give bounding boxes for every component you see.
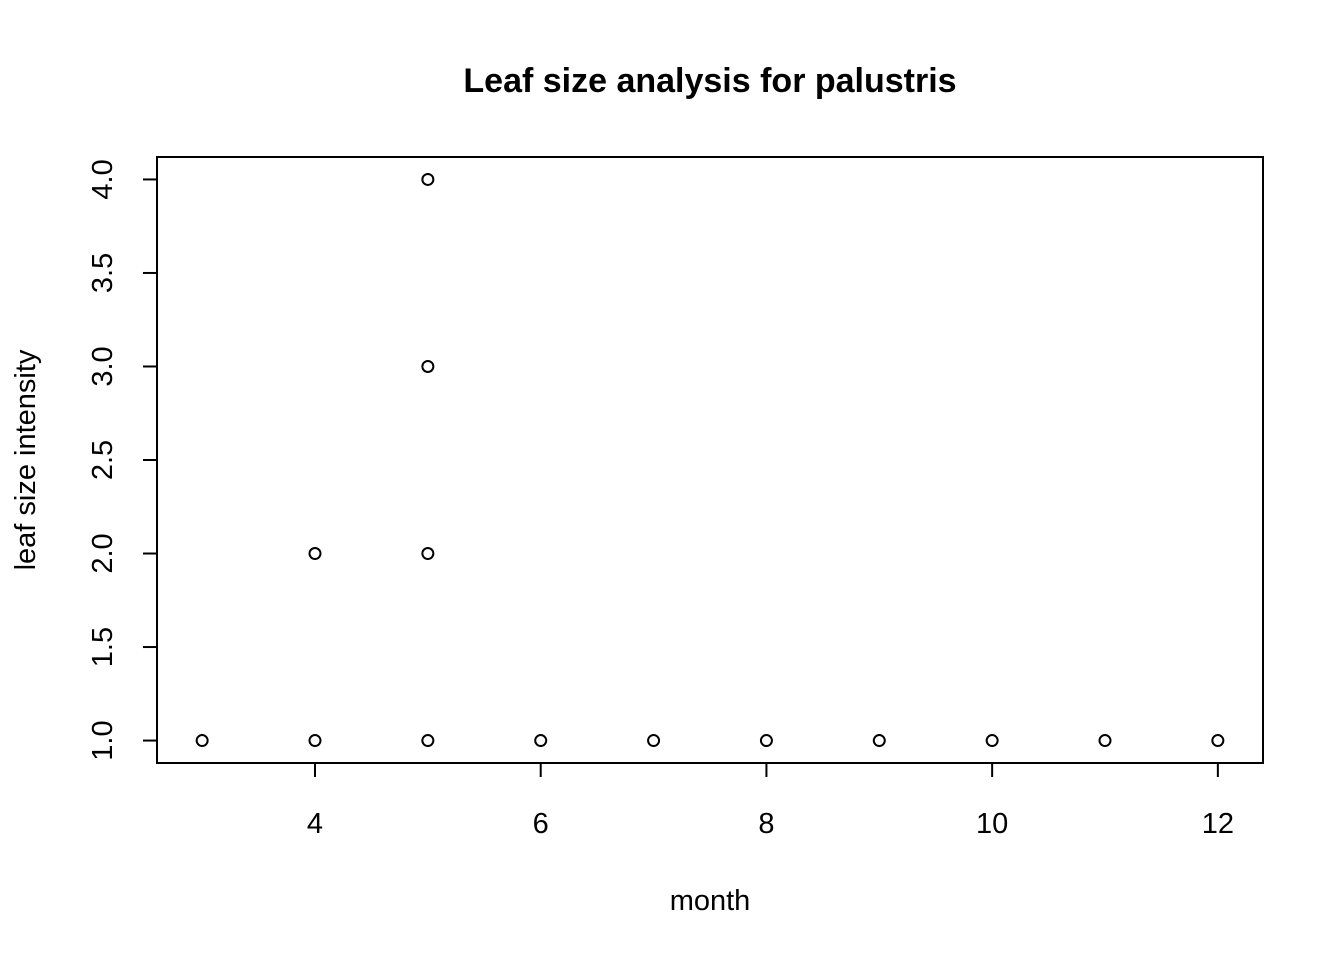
x-tick-label: 8	[758, 808, 774, 840]
data-point	[872, 734, 886, 748]
y-tick-label: 2.0	[87, 533, 119, 573]
data-point	[421, 734, 435, 748]
x-axis: 4 6 8 10 12	[307, 762, 1234, 840]
y-tick-label: 1.5	[87, 627, 119, 667]
data-point	[985, 734, 999, 748]
data-points	[195, 172, 1225, 748]
data-point	[195, 734, 209, 748]
y-tick-label: 3.0	[87, 346, 119, 386]
y-axis-label: leaf size intensity	[10, 349, 42, 570]
x-tick-label: 6	[533, 808, 549, 840]
data-point	[1211, 734, 1225, 748]
data-point	[647, 734, 661, 748]
y-tick-label: 3.5	[87, 253, 119, 293]
y-tick-label: 1.0	[87, 720, 119, 760]
data-point	[534, 734, 548, 748]
data-point	[308, 734, 322, 748]
data-point	[759, 734, 773, 748]
data-point	[421, 547, 435, 561]
data-point	[421, 359, 435, 373]
chart-title: Leaf size analysis for palustris	[463, 62, 956, 100]
x-tick-label: 4	[307, 808, 323, 840]
x-axis-label: month	[670, 885, 751, 917]
y-tick-label: 2.5	[87, 440, 119, 480]
data-point	[421, 172, 435, 186]
data-point	[308, 547, 322, 561]
y-tick-label: 4.0	[87, 159, 119, 199]
x-tick-label: 12	[1202, 808, 1234, 840]
x-tick-label: 10	[976, 808, 1008, 840]
data-point	[1098, 734, 1112, 748]
y-axis: 1.0 1.5 2.0 2.5 3.0 3.5 4.0	[87, 159, 158, 761]
